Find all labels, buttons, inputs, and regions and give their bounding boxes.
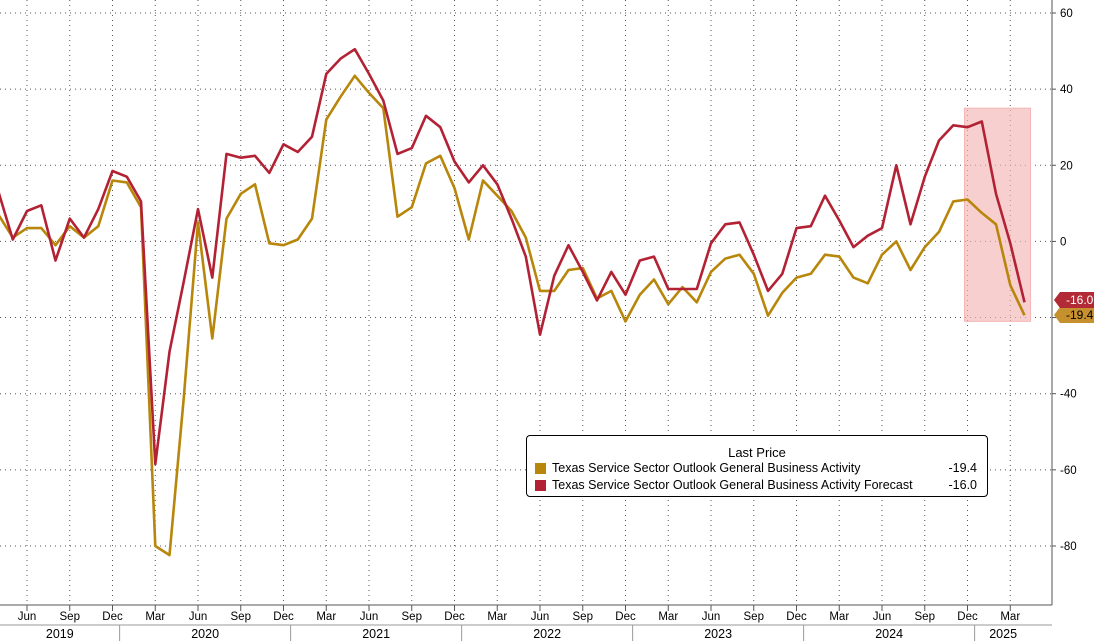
x-tick-label: Dec [615,611,636,623]
legend-swatch-actual [535,462,546,474]
year-label: 2019 [46,627,74,641]
legend-header: Last Price [728,445,786,460]
y-tick-label: 40 [1060,84,1073,96]
legend-label-actual: Texas Service Sector Outlook General Bus… [552,461,861,475]
legend-label-forecast: Texas Service Sector Outlook General Bus… [552,478,913,492]
x-tick-label: Jun [360,611,379,623]
y-axis: 60 40 20 0 -40 -60 -80 [1051,0,1077,605]
x-tick-label: Sep [744,611,764,623]
legend-value-forecast: -16.0 [948,478,978,492]
x-tick-label: Jun [189,611,208,623]
x-tick-label: Mar [829,611,849,623]
series-lines [0,47,1026,557]
legend-entry-forecast: Texas Service Sector Outlook General Bus… [535,477,977,493]
series-line-actual [0,74,1026,557]
x-tick-label: Dec [957,611,978,623]
x-tick-label: Mar [658,611,678,623]
year-label: 2025 [989,627,1017,641]
x-tick-label: Sep [402,611,422,623]
x-tick-label: Sep [915,611,935,623]
x-tick-label: Jun [873,611,892,623]
x-tick-label: Sep [573,611,593,623]
x-tick-label: Sep [60,611,80,623]
x-tick-label: Mar [1000,611,1020,623]
year-label: 2023 [704,627,732,641]
y-tick-label: -80 [1060,541,1077,553]
last-value-badge-forecast: -16.0 [1054,292,1094,308]
year-label: 2024 [875,627,903,641]
y-tick-label: 20 [1060,160,1073,172]
legend-value-actual: -19.4 [948,461,978,475]
y-tick-label: 60 [1060,8,1073,20]
last-value-badge-actual: -19.4 [1054,307,1094,323]
x-tick-label: Jun [531,611,550,623]
x-tick-label: Mar [487,611,507,623]
x-tick-label: Sep [231,611,251,623]
legend-swatch-forecast [535,479,546,491]
x-tick-label: Dec [273,611,294,623]
x-tick-label: Dec [786,611,807,623]
y-tick-label: -60 [1060,465,1077,477]
legend: Last Price Texas Service Sector Outlook … [526,435,988,497]
x-tick-label: Mar [316,611,336,623]
series-line-forecast [0,47,1026,466]
year-label: 2022 [533,627,561,641]
legend-entry-actual: Texas Service Sector Outlook General Bus… [535,460,977,476]
year-label: 2021 [362,627,390,641]
x-tick-label: Dec [102,611,123,623]
x-axis: Jun Sep Dec Mar Jun Sep Dec Mar Jun Sep Dec Mar Jun S… [0,604,1052,641]
x-tick-label: Jun [702,611,721,623]
year-label: 2020 [191,627,219,641]
x-tick-label: Jun [18,611,37,623]
x-tick-label: Mar [145,611,165,623]
gridlines [0,0,1052,605]
y-tick-label: -40 [1060,389,1077,401]
y-tick-label: 0 [1060,236,1066,248]
x-tick-label: Dec [444,611,465,623]
